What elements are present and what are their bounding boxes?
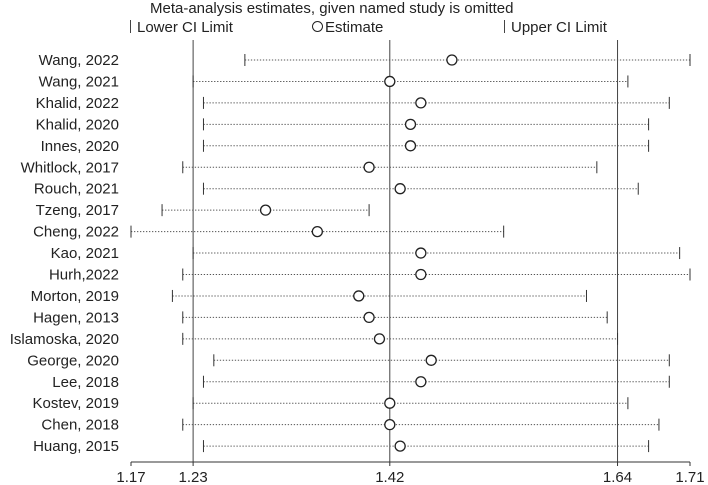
estimate-point: [394, 183, 406, 195]
study-label: Khalid, 2020: [36, 116, 119, 133]
x-axis: 1.17 1.23 1.42 1.64 1.71: [116, 461, 705, 485]
estimate-point: [404, 118, 417, 130]
study-row: Kao, 2021: [51, 245, 681, 262]
study-row: Kostev, 2019: [33, 395, 629, 412]
study-label: Huang, 2015: [33, 438, 119, 455]
study-row: Lee, 2018: [52, 374, 670, 391]
study-row: Cheng, 2022: [33, 224, 505, 241]
estimate-point: [425, 354, 437, 366]
legend-upper: Upper CI Limit: [504, 19, 607, 37]
estimate-point: [394, 440, 406, 452]
study-label: Hurh,2022: [49, 267, 119, 284]
study-row: Tzeng, 2017: [36, 202, 370, 219]
study-row: Whitlock, 2017: [21, 159, 598, 176]
study-row: Wang, 2021: [39, 73, 629, 90]
study-label: Morton, 2019: [31, 288, 119, 305]
study-label: Rouch, 2021: [34, 181, 119, 198]
estimate-point: [404, 140, 417, 152]
lower-ci-legend-icon: [130, 20, 131, 33]
estimate-point: [446, 54, 458, 66]
legend-lower: Lower CI Limit: [130, 19, 233, 37]
legend-estimate: Estimate: [312, 19, 383, 37]
study-label: Khalid, 2022: [36, 95, 119, 112]
study-row: Innes, 2020: [41, 138, 650, 155]
estimate-point: [363, 161, 375, 173]
legend-estimate-label: Estimate: [325, 19, 384, 36]
estimate-point: [353, 290, 365, 302]
study-label: Wang, 2022: [39, 52, 119, 69]
estimate-point: [384, 418, 396, 431]
study-rows: Wang, 2022 Wang, 2021 Khalid, 2022 Khalid, …: [10, 52, 691, 455]
study-row: Huang, 2015: [33, 438, 650, 455]
study-row: Hurh,2022: [49, 267, 691, 284]
estimate-point: [373, 333, 386, 345]
study-row: Wang, 2022: [39, 52, 691, 69]
study-row: Khalid, 2022: [36, 95, 670, 112]
estimate-point: [384, 397, 396, 409]
estimate-point: [415, 97, 427, 109]
legend-upper-label: Upper CI Limit: [511, 19, 607, 36]
study-label: George, 2020: [27, 352, 119, 369]
study-label: Islamoska, 2020: [10, 331, 119, 348]
study-label: Wang, 2021: [39, 73, 119, 90]
x-tick-label: 1.42: [375, 469, 404, 485]
study-row: Morton, 2019: [31, 288, 587, 305]
upper-ci-legend-icon: [504, 20, 505, 33]
estimate-point: [259, 204, 272, 216]
study-label: Kao, 2021: [51, 245, 119, 262]
study-row: Khalid, 2020: [36, 116, 650, 133]
study-label: Kostev, 2019: [33, 395, 119, 412]
study-row: Rouch, 2021: [34, 181, 639, 198]
study-row: Chen, 2018: [41, 417, 660, 434]
study-label: Innes, 2020: [41, 138, 119, 155]
chart-title: Meta-analysis estimates, given named stu…: [150, 0, 514, 17]
study-label: Tzeng, 2017: [36, 202, 119, 219]
estimate-point: [363, 311, 375, 324]
estimate-point: [415, 268, 427, 281]
x-tick-label: 1.64: [603, 469, 632, 485]
study-row: George, 2020: [27, 352, 670, 369]
estimate-point: [415, 376, 427, 388]
study-label: Chen, 2018: [41, 417, 119, 434]
x-tick-label: 1.17: [116, 469, 145, 485]
x-tick-label: 1.23: [179, 469, 208, 485]
estimate-point: [415, 247, 427, 259]
study-row: Islamoska, 2020: [10, 331, 619, 348]
study-label: Hagen, 2013: [33, 309, 119, 326]
x-tick-label: 1.71: [675, 469, 704, 485]
legend-lower-label: Lower CI Limit: [137, 19, 233, 36]
study-row: Hagen, 2013: [33, 309, 608, 326]
study-label: Whitlock, 2017: [21, 159, 119, 176]
estimate-point: [384, 75, 396, 88]
study-label: Cheng, 2022: [33, 224, 119, 241]
estimate-legend-icon: [312, 21, 323, 32]
study-label: Lee, 2018: [52, 374, 119, 391]
estimate-point: [311, 225, 323, 238]
